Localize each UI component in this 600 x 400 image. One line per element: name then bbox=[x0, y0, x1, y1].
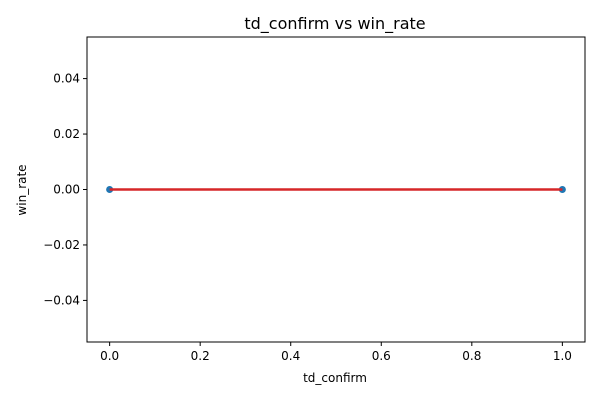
x-tick-label: 0.8 bbox=[462, 349, 481, 363]
y-tick-label: 0.02 bbox=[53, 127, 80, 141]
x-tick-label: 0.4 bbox=[281, 349, 300, 363]
x-tick-label: 0.6 bbox=[372, 349, 391, 363]
x-axis-label: td_confirm bbox=[303, 371, 367, 385]
plot-area: 0.0 0.2 0.4 0.6 0.8 1.0 −0.04 −0.02 0.00 0.02 0.0… bbox=[43, 36, 586, 363]
chart-title: td_confirm vs win_rate bbox=[244, 14, 425, 34]
y-axis-label: win_rate bbox=[15, 164, 29, 215]
x-axis: 0.0 0.2 0.4 0.6 0.8 1.0 bbox=[100, 342, 572, 363]
x-tick-label: 0.2 bbox=[191, 349, 210, 363]
y-tick-label: 0.04 bbox=[53, 72, 80, 86]
y-tick-label: −0.04 bbox=[43, 293, 80, 307]
y-axis: −0.04 −0.02 0.00 0.02 0.04 bbox=[43, 72, 87, 307]
series-layer bbox=[106, 186, 566, 193]
y-tick-label: 0.00 bbox=[53, 183, 80, 197]
x-tick-label: 0.0 bbox=[100, 349, 119, 363]
x-tick-label: 1.0 bbox=[553, 349, 572, 363]
y-tick-label: −0.02 bbox=[43, 238, 80, 252]
